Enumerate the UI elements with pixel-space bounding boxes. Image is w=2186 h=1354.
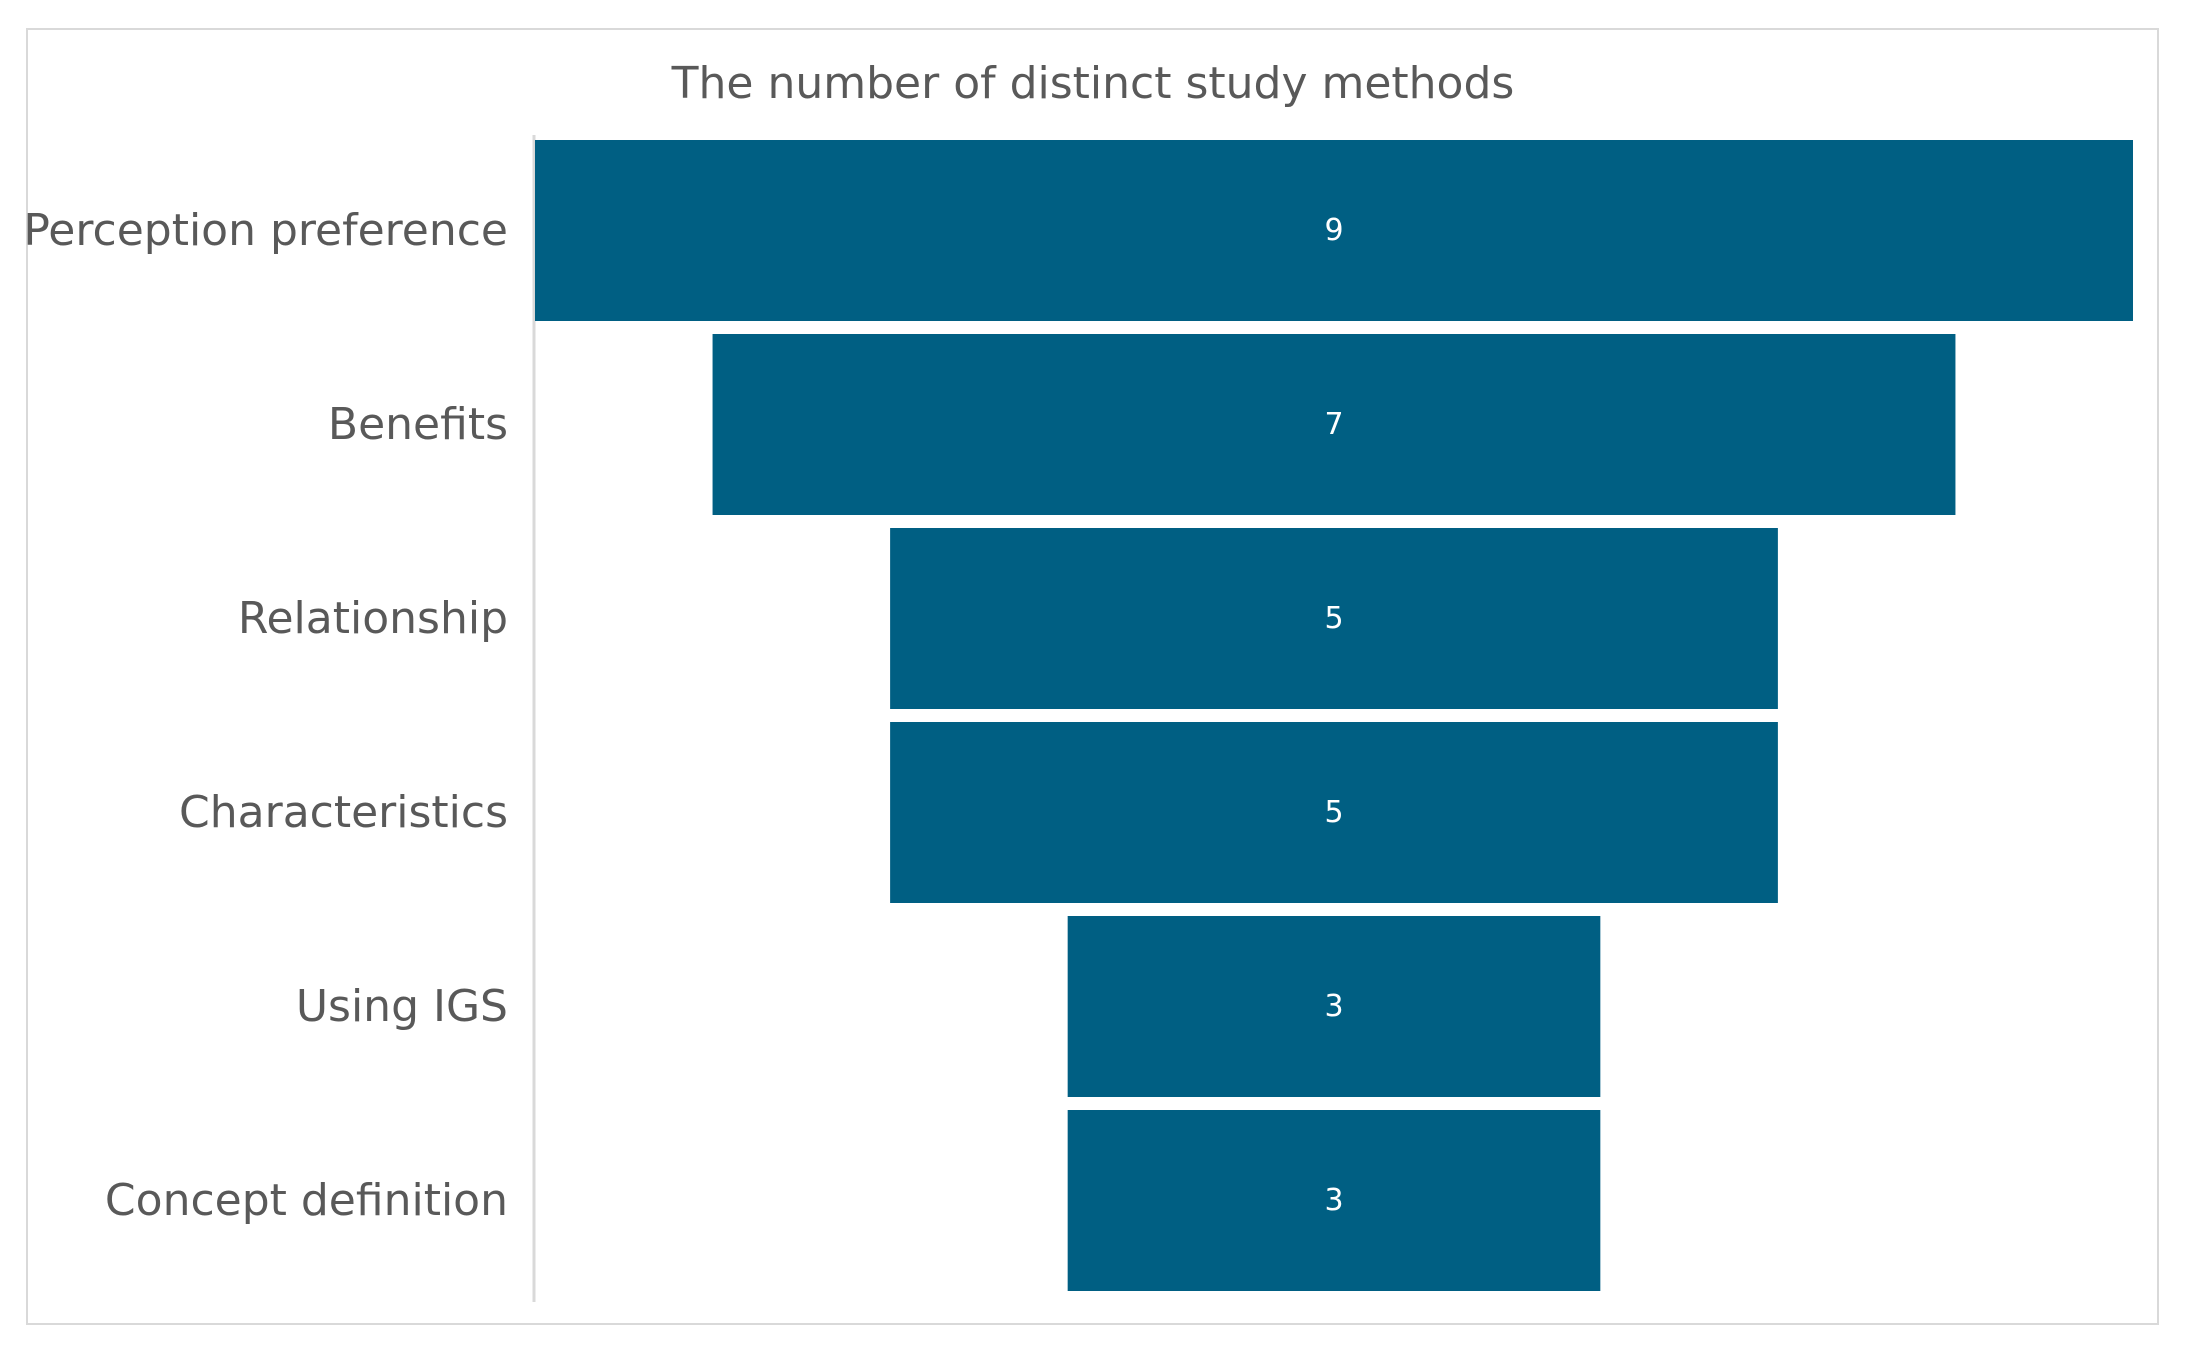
category-label: Benefits (328, 399, 508, 450)
category-label: Perception preference (23, 205, 508, 256)
funnel-bar (1067, 916, 1601, 1097)
chart-title: The number of distinct study methods (671, 58, 1515, 109)
funnel-bar (890, 528, 1778, 709)
data-label: 3 (1324, 1183, 1343, 1218)
data-label: 3 (1324, 989, 1343, 1024)
bars-group (535, 140, 2133, 1291)
data-label: 7 (1324, 407, 1343, 442)
data-label: 9 (1324, 213, 1343, 248)
data-label: 5 (1324, 795, 1343, 830)
category-labels: Perception preference Benefits Relationshi… (23, 205, 508, 1226)
funnel-bar (712, 334, 1956, 515)
category-label: Characteristics (179, 787, 508, 838)
funnel-bar (1067, 1110, 1601, 1291)
funnel-bar (890, 722, 1778, 903)
data-labels: 9 7 5 5 3 3 (1324, 213, 1343, 1218)
category-label: Concept definition (105, 1175, 508, 1226)
data-label: 5 (1324, 601, 1343, 636)
category-label: Using IGS (296, 981, 508, 1032)
funnel-bar (535, 140, 2133, 321)
category-label: Relationship (238, 593, 508, 644)
